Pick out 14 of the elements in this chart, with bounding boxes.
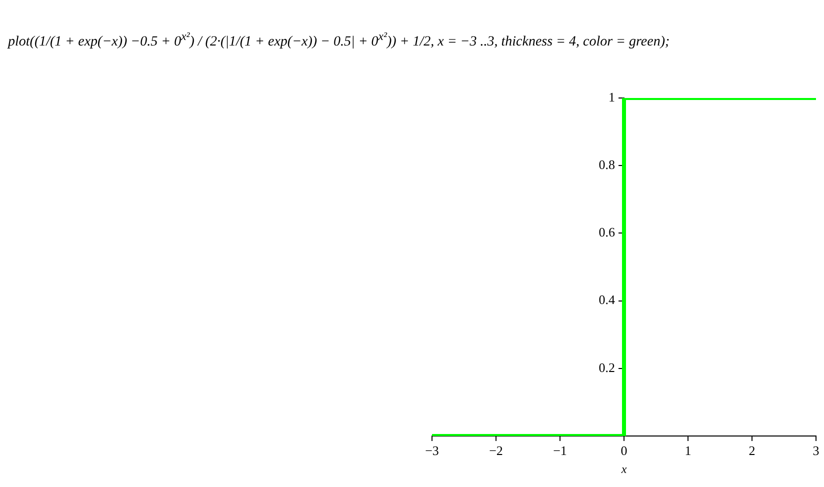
x-tick-label: 2: [748, 443, 756, 458]
x-tick-label: 0: [620, 443, 628, 458]
y-tick-label: 0.6: [598, 224, 616, 240]
x-tick-label: −1: [553, 443, 567, 458]
y-tick-label: 0.2: [598, 360, 615, 375]
x-tick-label: −3: [425, 443, 439, 458]
x-tick-label: −2: [489, 443, 503, 458]
text: plot((1/(1 + exp(−x)) −0.5 + 0$^{x²}$) / (2·(|1/(1 + exp(−x)) − 0.5| + 0$^{x²}$)) + 1/2, x = −3 ..3, thickness = 4, color = green);: [8, 30, 670, 51]
x-tick-label: 3: [812, 443, 820, 458]
y-tick-label: 0.8: [598, 157, 615, 172]
y-tick-label: 1: [608, 89, 615, 104]
x-tick-label: 1: [684, 443, 692, 458]
x-axis-title: x: [620, 462, 628, 476]
y-tick-label: 0.4: [598, 292, 616, 308]
